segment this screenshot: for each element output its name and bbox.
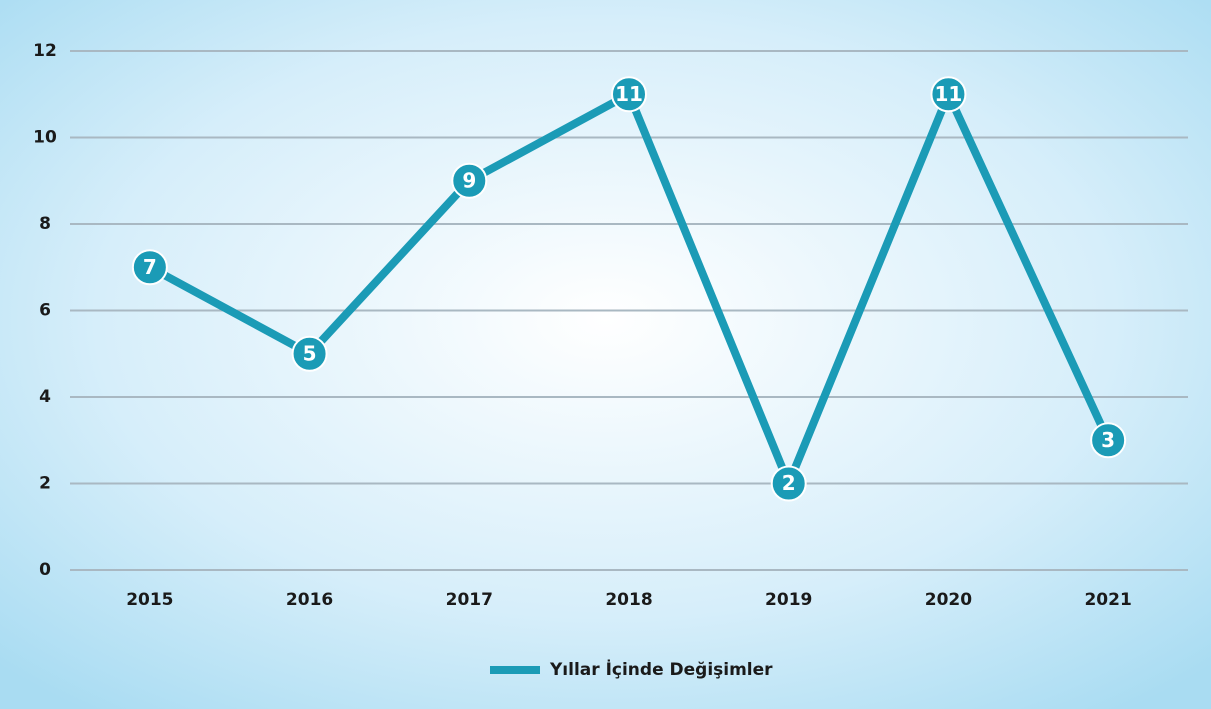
x-tick-label: 2019 [765, 590, 812, 610]
point [131, 249, 168, 286]
point [930, 76, 967, 113]
point [611, 76, 647, 113]
x-tick-label: 2021 [1084, 590, 1131, 610]
y-tick-label: 6 [39, 301, 51, 321]
point [1090, 422, 1127, 459]
y-tick-label: 10 [33, 128, 57, 148]
x-tick-label: 2015 [126, 590, 173, 610]
data-label: 5 [303, 341, 317, 365]
y-tick-label: 4 [39, 387, 51, 407]
y-tick-label: 2 [39, 474, 51, 494]
x-tick-label: 2020 [925, 590, 972, 610]
data-label: 2 [782, 471, 796, 495]
x-tick-label: 2017 [446, 590, 493, 610]
legend-label: Yıllar İçinde Değişimler [549, 658, 773, 680]
y-tick-label: 12 [33, 41, 57, 61]
point [451, 162, 488, 199]
data-label: 11 [935, 82, 963, 106]
y-tick-label: 0 [39, 560, 51, 580]
x-tick-label: 2018 [605, 590, 652, 610]
data-label: 9 [462, 168, 476, 192]
y-tick-label: 8 [39, 214, 51, 234]
x-tick-label: 2016 [286, 590, 333, 610]
point [291, 335, 328, 372]
data-label: 3 [1101, 428, 1115, 452]
data-label: 7 [143, 255, 157, 279]
data-label: 11 [615, 82, 643, 106]
point [770, 465, 807, 502]
